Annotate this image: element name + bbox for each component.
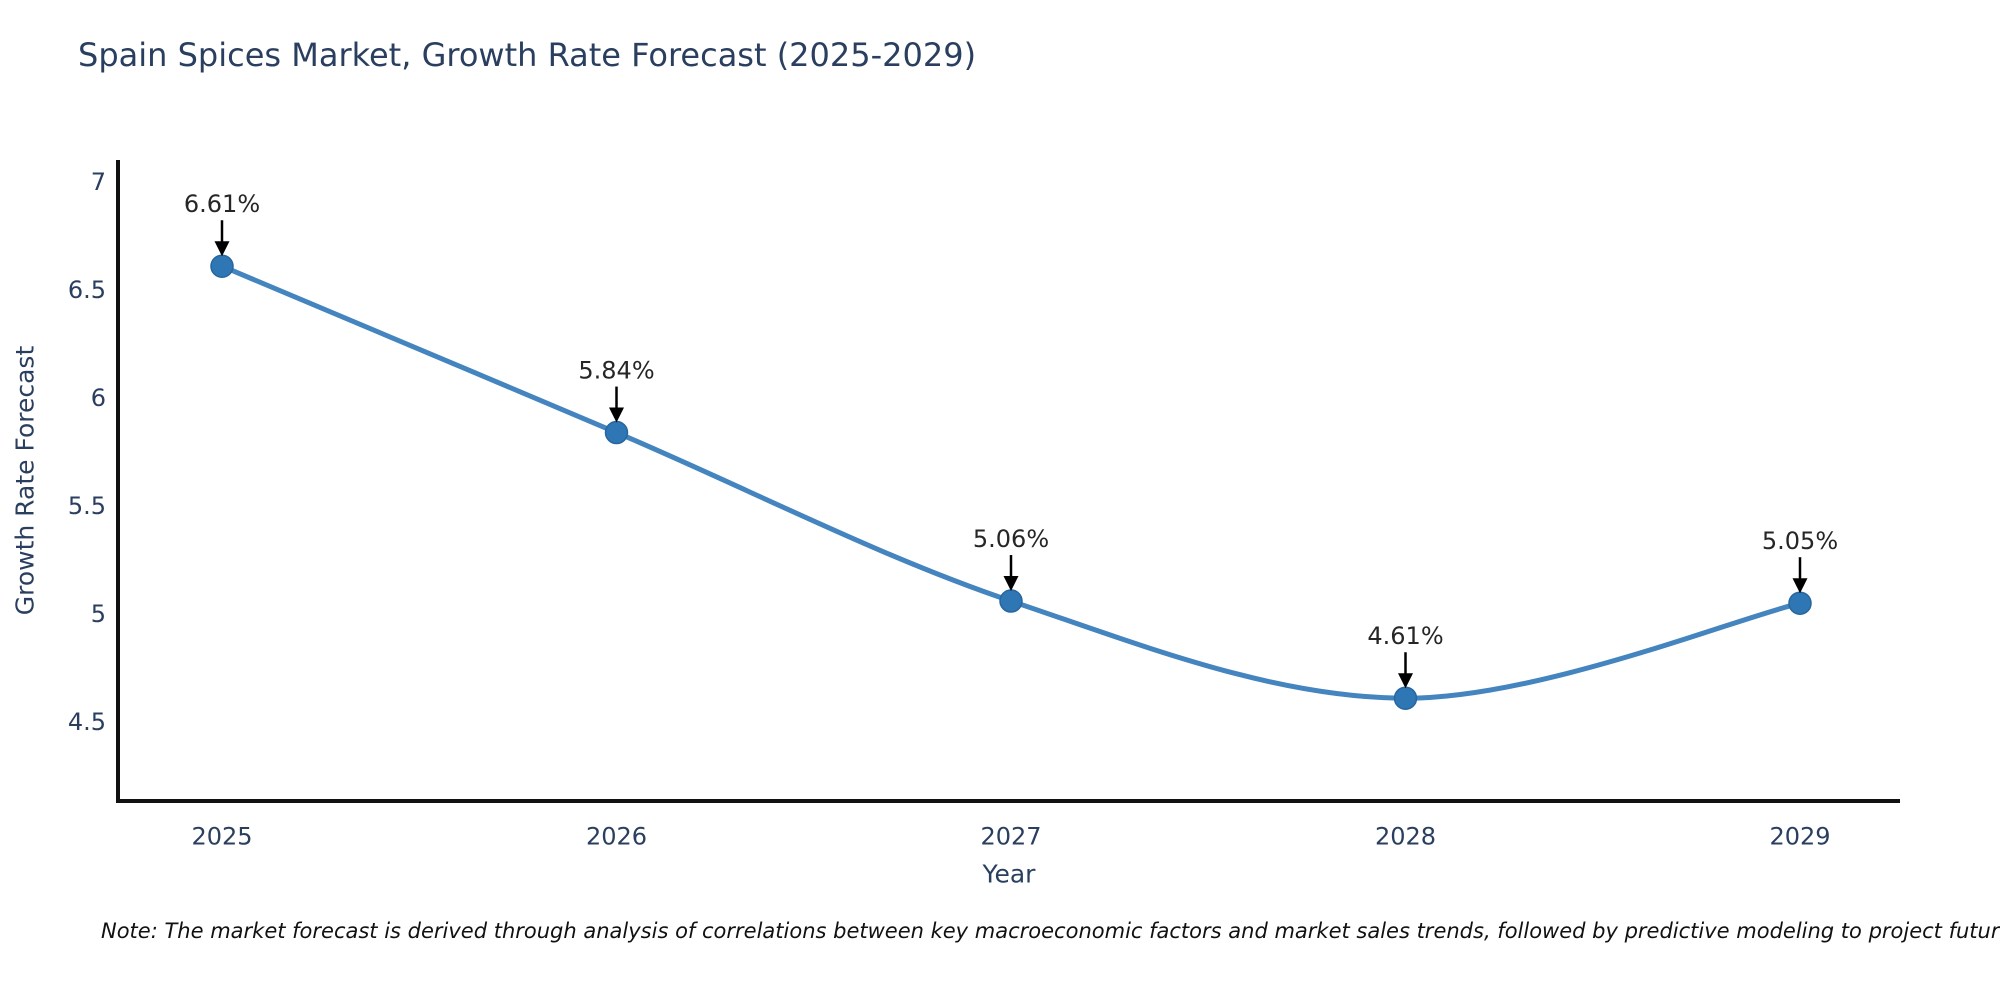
y-axis-title: Growth Rate Forecast [11,346,40,616]
annotation-arrowhead [1003,576,1019,592]
x-tick-label: 2028 [1375,823,1436,851]
y-tick-label: 4.5 [68,708,106,736]
x-tick-label: 2027 [980,823,1041,851]
annotation-arrowhead [1398,673,1413,689]
annotation-arrowhead [214,241,230,257]
y-tick-label: 5 [91,600,106,628]
annotation-arrowhead [609,407,624,423]
data-point [1393,686,1418,710]
point-value-label: 5.06% [973,525,1049,553]
y-tick-label: 6.5 [68,276,106,304]
y-tick-label: 5.5 [68,492,106,520]
point-value-label: 4.61% [1367,622,1443,650]
y-tick-label: 6 [91,384,106,412]
point-value-label: 5.84% [578,357,654,385]
x-tick-label: 2026 [586,823,647,851]
data-point [999,589,1023,613]
y-tick-label: 7 [91,168,106,196]
data-point [1788,591,1812,615]
annotation-arrowhead [1792,578,1808,594]
footnote-text: Note: The market forecast is derived thr… [101,919,2000,943]
data-point [210,254,234,278]
point-value-label: 6.61% [184,190,260,218]
x-tick-label: 2025 [191,823,252,851]
point-value-label: 5.05% [1762,527,1838,555]
series-line [219,263,1803,701]
chart-title: Spain Spices Market, Growth Rate Forecas… [78,36,977,74]
data-point [604,420,629,445]
x-tick-label: 2029 [1769,823,1830,851]
x-axis-title: Year [982,860,1037,889]
